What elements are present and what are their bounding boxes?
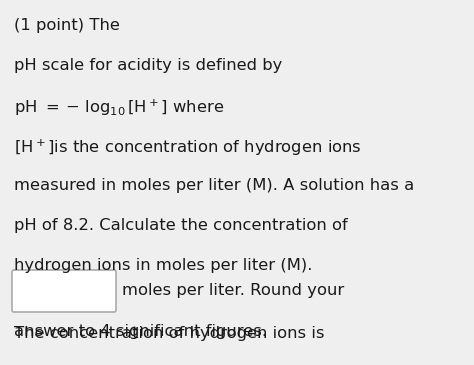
Text: The concentration of hydrogen ions is: The concentration of hydrogen ions is — [14, 326, 325, 341]
Text: pH scale for acidity is defined by: pH scale for acidity is defined by — [14, 58, 283, 73]
Text: hydrogen ions in moles per liter (M).: hydrogen ions in moles per liter (M). — [14, 258, 312, 273]
Text: moles per liter. Round your: moles per liter. Round your — [122, 284, 344, 299]
Text: pH of 8.2. Calculate the concentration of: pH of 8.2. Calculate the concentration o… — [14, 218, 348, 233]
Text: answer to 4 significant figures.: answer to 4 significant figures. — [14, 324, 267, 339]
FancyBboxPatch shape — [12, 270, 116, 312]
Text: pH $= -\,\log_{10}[\mathrm{H}^+]$ where: pH $= -\,\log_{10}[\mathrm{H}^+]$ where — [14, 98, 224, 118]
Text: measured in moles per liter (M). A solution has a: measured in moles per liter (M). A solut… — [14, 178, 414, 193]
Text: $[\mathrm{H}^+]$is the concentration of hydrogen ions: $[\mathrm{H}^+]$is the concentration of … — [14, 138, 362, 158]
Text: (1 point) The: (1 point) The — [14, 18, 120, 33]
